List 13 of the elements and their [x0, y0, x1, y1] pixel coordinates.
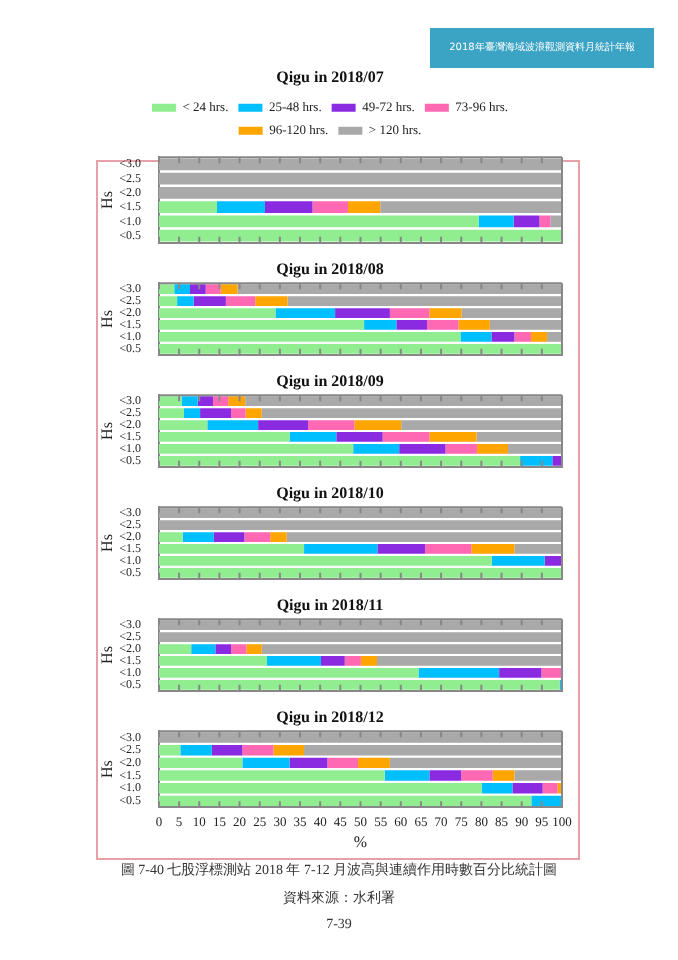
- y-axis-title: Hs: [97, 646, 116, 664]
- y-axis-title: Hs: [97, 760, 116, 779]
- chart-title: Qigu in 2018/10: [276, 483, 384, 502]
- chart-title: Qigu in 2018/09: [276, 371, 384, 390]
- y-axis-title: Hs: [97, 310, 116, 328]
- chart-title: Qigu in 2018/08: [276, 259, 384, 278]
- y-axis-title: Hs: [97, 534, 116, 552]
- chart-title: Qigu in 2018/12: [276, 707, 384, 726]
- chart-title: Qigu in 2018/11: [276, 595, 384, 614]
- y-axis-title: Hs: [97, 422, 116, 440]
- x-axis-title: %: [353, 832, 368, 851]
- chart-title: Qigu in 2018/07: [276, 67, 384, 86]
- y-axis-title: Hs: [97, 191, 116, 209]
